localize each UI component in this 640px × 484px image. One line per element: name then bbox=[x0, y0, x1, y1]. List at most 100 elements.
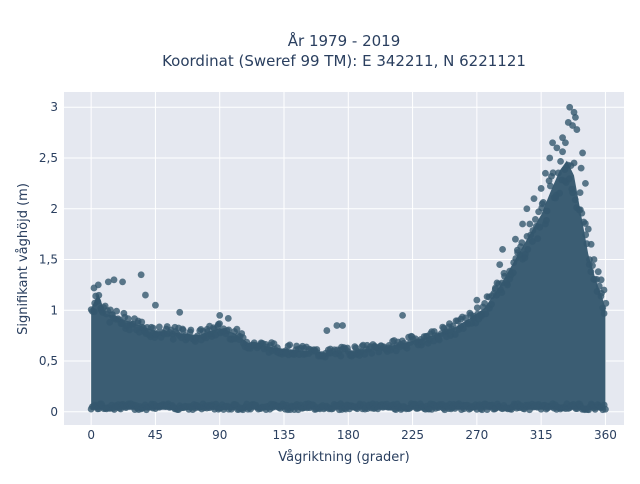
data-point bbox=[581, 220, 589, 227]
data-point bbox=[113, 307, 121, 315]
plot-area bbox=[64, 92, 624, 425]
data-point bbox=[169, 335, 177, 343]
data-point bbox=[216, 311, 224, 319]
data-point bbox=[526, 220, 534, 228]
data-point bbox=[569, 122, 576, 129]
data-point bbox=[368, 349, 376, 357]
x-tick-label: 45 bbox=[148, 428, 163, 442]
chart-title-line-1: År 1979 - 2019 bbox=[288, 31, 401, 50]
data-point bbox=[403, 344, 411, 352]
x-tick-label: 315 bbox=[530, 428, 553, 442]
data-point bbox=[94, 298, 102, 305]
data-point bbox=[566, 103, 574, 111]
data-point bbox=[595, 282, 603, 290]
x-tick-label: 180 bbox=[337, 428, 360, 442]
data-point bbox=[119, 278, 126, 286]
chart-title-line-2: Koordinat (Sweref 99 TM): E 342211, N 62… bbox=[162, 52, 526, 70]
y-tick-label: 0,5 bbox=[39, 354, 58, 368]
data-point bbox=[518, 239, 526, 247]
data-point bbox=[565, 175, 573, 183]
data-point bbox=[94, 281, 102, 289]
data-point bbox=[582, 231, 590, 239]
data-point bbox=[337, 352, 345, 360]
data-point bbox=[149, 324, 157, 332]
data-point bbox=[537, 185, 545, 192]
data-point bbox=[462, 314, 470, 322]
data-point bbox=[587, 268, 595, 276]
y-tick-label: 1,5 bbox=[39, 253, 58, 267]
data-point bbox=[459, 325, 467, 332]
data-point bbox=[90, 308, 98, 316]
x-tick-label: 360 bbox=[594, 428, 617, 442]
data-point bbox=[449, 322, 457, 330]
y-tick-label: 3 bbox=[50, 100, 58, 114]
data-point bbox=[473, 296, 481, 304]
data-point bbox=[339, 322, 346, 329]
data-point bbox=[137, 271, 145, 279]
data-point bbox=[530, 195, 538, 203]
x-tick-label: 0 bbox=[87, 428, 95, 442]
data-point bbox=[482, 310, 490, 318]
data-point bbox=[597, 276, 605, 284]
data-point bbox=[504, 281, 511, 289]
data-point bbox=[176, 308, 184, 316]
data-point bbox=[556, 189, 564, 197]
data-point bbox=[496, 261, 504, 268]
data-point bbox=[546, 182, 554, 190]
data-point bbox=[110, 276, 118, 284]
data-point bbox=[542, 169, 549, 177]
data-point bbox=[549, 139, 556, 147]
data-point bbox=[569, 189, 577, 197]
data-point bbox=[126, 326, 133, 334]
data-point bbox=[187, 326, 195, 334]
data-point bbox=[216, 320, 223, 327]
data-point bbox=[488, 300, 495, 308]
data-point bbox=[549, 169, 557, 177]
data-point bbox=[286, 341, 294, 349]
x-tick-label: 225 bbox=[401, 428, 424, 442]
data-point bbox=[333, 322, 341, 329]
data-point bbox=[399, 311, 406, 319]
data-point bbox=[587, 240, 595, 248]
x-axis-title: Vågriktning (grader) bbox=[278, 450, 409, 465]
data-point bbox=[573, 126, 581, 133]
data-point bbox=[559, 148, 566, 156]
data-point bbox=[600, 310, 608, 317]
point-cloud-body bbox=[91, 160, 606, 410]
data-point bbox=[594, 268, 602, 276]
data-point bbox=[273, 344, 281, 351]
data-point bbox=[361, 350, 369, 358]
data-point bbox=[233, 325, 241, 333]
point-cloud bbox=[87, 103, 610, 414]
y-axis-title: Signifikant våghöjd (m) bbox=[16, 183, 31, 335]
data-point bbox=[576, 189, 584, 197]
data-point bbox=[584, 225, 592, 233]
data-point bbox=[534, 235, 542, 243]
data-point bbox=[600, 286, 608, 294]
data-point bbox=[95, 291, 103, 299]
y-tick-label: 2 bbox=[50, 202, 58, 216]
data-point bbox=[572, 113, 579, 121]
x-tick-label: 90 bbox=[212, 428, 227, 442]
data-point bbox=[498, 289, 506, 297]
data-point bbox=[557, 157, 564, 165]
data-point bbox=[589, 262, 596, 270]
y-tick-label: 2,5 bbox=[39, 151, 58, 165]
data-point bbox=[539, 199, 547, 206]
data-point bbox=[492, 284, 499, 292]
data-point bbox=[602, 405, 609, 413]
data-point bbox=[553, 144, 561, 152]
data-point bbox=[570, 159, 578, 167]
data-point bbox=[451, 331, 459, 338]
data-point bbox=[536, 223, 544, 231]
data-point bbox=[546, 154, 554, 162]
data-point bbox=[243, 338, 251, 346]
data-point bbox=[531, 216, 539, 223]
data-point bbox=[562, 139, 569, 147]
data-point bbox=[523, 205, 531, 213]
data-point bbox=[512, 235, 519, 243]
data-point bbox=[124, 315, 132, 323]
data-point bbox=[543, 207, 551, 215]
